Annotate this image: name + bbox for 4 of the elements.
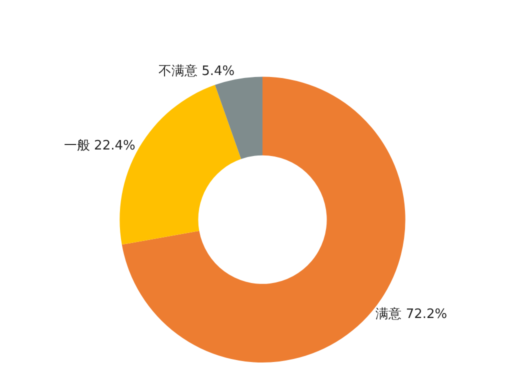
slice-label: 满意 72.2%: [376, 306, 448, 322]
slice-label: 一般 22.4%: [64, 138, 136, 154]
slice-label: 不满意 5.4%: [158, 64, 235, 80]
donut-slice: [214, 76, 262, 160]
